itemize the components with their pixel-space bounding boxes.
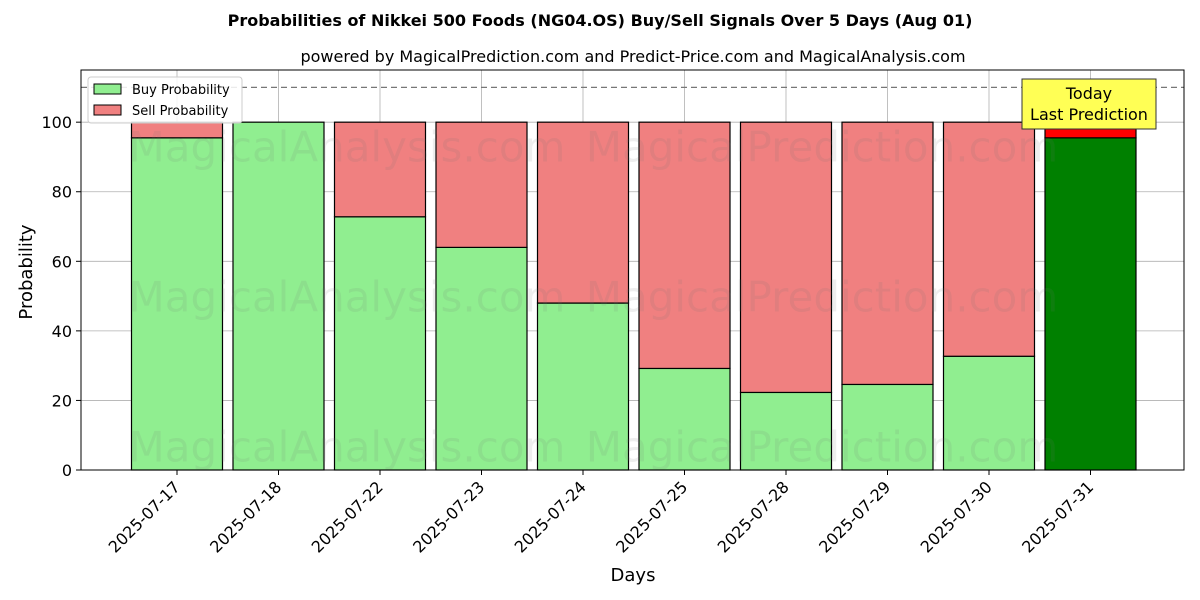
annotation-last-prediction: Last Prediction: [1030, 105, 1148, 124]
x-tick-label: 2025-07-30: [917, 477, 996, 556]
x-tick-label: 2025-07-23: [409, 477, 488, 556]
x-tick-label: 2025-07-18: [206, 477, 285, 556]
buy-bar: [130, 137, 224, 471]
chart-title: Probabilities of Nikkei 500 Foods (NG04.…: [228, 11, 973, 30]
sell-bar: [638, 121, 731, 370]
buy-bar: [1044, 137, 1137, 471]
legend-swatch: [93, 83, 122, 95]
legend-label: Buy Probability: [132, 83, 230, 98]
watermark-text: MagicalPrediction.com: [586, 273, 1059, 322]
today-annotation: Today Last Prediction: [1021, 78, 1157, 130]
y-tick-label: 100: [41, 113, 72, 132]
x-tick-label: 2025-07-29: [815, 477, 894, 556]
sell-bar: [435, 121, 528, 248]
y-axis: 0 20 40 60 80 100: [41, 113, 81, 480]
y-axis-label: Probability: [16, 224, 37, 319]
x-tick-label: 2025-07-22: [308, 477, 387, 556]
y-tick-label: 20: [52, 391, 72, 410]
sell-bar: [739, 121, 833, 394]
legend-swatch: [93, 104, 122, 116]
legend-label: Sell Probability: [132, 104, 229, 119]
buy-bar: [435, 246, 528, 471]
y-tick-label: 0: [62, 461, 72, 480]
buy-bar: [232, 121, 325, 471]
watermark-text: MagicalAnalysis.com: [129, 123, 566, 172]
watermarks: MagicalAnalysis.com MagicalPrediction.com…: [129, 123, 1059, 472]
annotation-box: [1021, 78, 1157, 130]
y-tick-label: 80: [52, 183, 72, 202]
y-tick-label: 40: [52, 322, 72, 341]
x-axis-label: Days: [611, 565, 656, 586]
x-tick-label: 2025-07-31: [1018, 477, 1097, 556]
legend: Buy Probability Sell Probability: [87, 76, 243, 124]
sell-bar: [333, 121, 427, 218]
sell-bar: [536, 121, 630, 304]
buy-bar: [333, 216, 427, 471]
buy-bar: [739, 391, 833, 471]
buy-bar: [638, 367, 731, 471]
bars: [130, 121, 1137, 471]
buy-bar: [841, 383, 934, 471]
x-tick-label: 2025-07-25: [612, 477, 691, 556]
chart-subtitle: powered by MagicalPrediction.com and Pre…: [300, 47, 965, 66]
y-tick-label: 60: [52, 252, 72, 271]
watermark-text: MagicalPrediction.com: [586, 423, 1059, 472]
x-axis: 2025-07-17 2025-07-18 2025-07-22 2025-07-23…: [105, 470, 1097, 557]
x-tick-label: 2025-07-28: [714, 477, 793, 556]
sell-bar: [942, 121, 1036, 357]
buy-bar: [536, 302, 630, 471]
annotation-today: Today: [1065, 84, 1112, 103]
x-tick-label: 2025-07-24: [511, 477, 590, 556]
plot-frame: [80, 69, 1185, 471]
watermark-text: MagicalAnalysis.com: [129, 423, 566, 472]
legend-box: [87, 76, 243, 124]
x-tick-label: 2025-07-17: [105, 477, 184, 556]
watermark-text: MagicalAnalysis.com: [129, 273, 566, 322]
sell-bar: [841, 121, 934, 386]
watermark-text: MagicalPrediction.com: [586, 123, 1059, 172]
